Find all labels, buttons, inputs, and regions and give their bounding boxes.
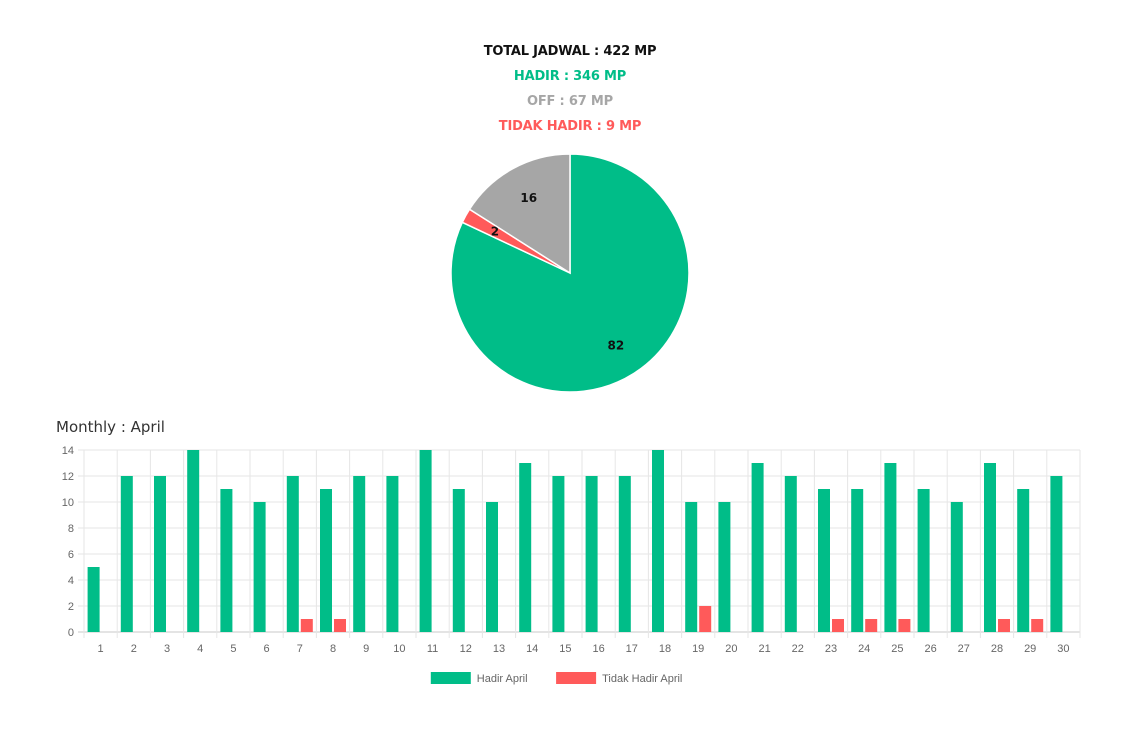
bar-hadir-7[interactable] — [286, 476, 299, 632]
bar-hadir-12[interactable] — [452, 489, 465, 632]
y-tick-label: 2 — [68, 601, 74, 613]
pie-slice-off[interactable] — [468, 153, 571, 275]
x-tick-label: 16 — [592, 643, 604, 655]
bar-hadir-28[interactable] — [984, 463, 996, 632]
bar-hadir-5[interactable] — [220, 489, 233, 632]
x-tick-label: 29 — [1024, 643, 1036, 655]
x-tick-label: 25 — [891, 643, 903, 655]
y-tick-label: 0 — [68, 627, 74, 639]
bar-hadir-1[interactable] — [87, 567, 100, 632]
bar-hadir-20[interactable] — [718, 502, 731, 632]
x-tick-label: 26 — [924, 643, 936, 655]
summary-off: OFF : 67 MP — [527, 94, 613, 109]
bar-hadir-26[interactable] — [917, 489, 930, 632]
bar-tidak-hadir-25[interactable] — [898, 619, 911, 632]
x-tick-label: 30 — [1057, 643, 1069, 655]
bar-tidak-hadir-23[interactable] — [832, 619, 844, 632]
bar-tidak-hadir-8[interactable] — [334, 619, 346, 632]
monthly-title: Monthly : April — [56, 418, 165, 436]
x-tick-label: 21 — [758, 643, 770, 655]
bar-hadir-27[interactable] — [950, 502, 963, 632]
pie-label-hadir: 82 — [608, 338, 625, 352]
x-tick-label: 28 — [991, 643, 1003, 655]
x-tick-label: 17 — [626, 643, 638, 655]
x-tick-label: 5 — [230, 643, 236, 655]
x-tick-label: 1 — [98, 643, 104, 655]
y-tick-label: 6 — [68, 549, 74, 561]
bar-hadir-24[interactable] — [851, 489, 864, 632]
bar-hadir-8[interactable] — [320, 489, 332, 632]
x-tick-label: 3 — [164, 643, 170, 655]
bar-hadir-19[interactable] — [685, 502, 698, 632]
bar-hadir-16[interactable] — [585, 476, 598, 632]
x-tick-label: 10 — [393, 643, 405, 655]
bar-tidak-hadir-7[interactable] — [300, 619, 313, 632]
x-tick-label: 18 — [659, 643, 671, 655]
bar-hadir-25[interactable] — [884, 463, 897, 632]
x-tick-label: 19 — [692, 643, 704, 655]
pie-svg: 82 2 16 — [450, 153, 690, 393]
x-tick-label: 4 — [197, 643, 203, 655]
x-tick-label: 20 — [725, 643, 737, 655]
x-tick-label: 27 — [958, 643, 970, 655]
x-tick-label: 12 — [460, 643, 472, 655]
x-tick-label: 22 — [792, 643, 804, 655]
x-tick-label: 13 — [493, 643, 505, 655]
x-tick-label: 11 — [427, 643, 438, 655]
y-tick-label: 12 — [62, 471, 74, 483]
bar-hadir-22[interactable] — [784, 476, 797, 632]
bar-hadir-11[interactable] — [419, 450, 432, 632]
bar-hadir-14[interactable] — [519, 463, 532, 632]
bar-tidak-hadir-29[interactable] — [1031, 619, 1044, 632]
x-tick-label: 15 — [559, 643, 571, 655]
legend-label-hadir-april[interactable]: Hadir April — [477, 673, 528, 685]
pie-label-tidak-hadir: 2 — [491, 225, 499, 239]
bar-hadir-17[interactable] — [618, 476, 631, 632]
summary-total: TOTAL JADWAL : 422 MP — [483, 44, 657, 59]
bar-hadir-18[interactable] — [652, 450, 664, 632]
attendance-pie-chart: 82 2 16 — [440, 145, 700, 405]
legend-swatch-hadir-april[interactable] — [430, 672, 471, 684]
bar-hadir-10[interactable] — [386, 476, 399, 632]
bar-hadir-9[interactable] — [353, 476, 366, 632]
y-tick-label: 8 — [68, 523, 74, 535]
summary-hadir: HADIR : 346 MP — [513, 69, 627, 84]
x-tick-label: 9 — [363, 643, 369, 655]
x-tick-label: 24 — [858, 643, 870, 655]
pie-label-off: 16 — [520, 191, 537, 205]
bar-hadir-29[interactable] — [1017, 489, 1030, 632]
x-tick-label: 2 — [131, 643, 137, 655]
y-tick-label: 14 — [62, 445, 74, 457]
y-tick-label: 4 — [68, 575, 74, 587]
bar-hadir-15[interactable] — [552, 476, 565, 632]
monthly-bar-chart: 0 2 4 6 8 10 12 14 1 2 3 4 5 6 7 8 9 10 11 12 13 14 15 16 17 18 19… — [0, 440, 1140, 700]
pie-slice-hadir[interactable] — [450, 153, 690, 393]
bar-hadir-2[interactable] — [120, 476, 133, 632]
bar-hadir-23[interactable] — [818, 489, 830, 632]
bar-hadir-4[interactable] — [187, 450, 200, 632]
bar-hadir-21[interactable] — [751, 463, 764, 632]
bar-hadir-13[interactable] — [486, 502, 498, 632]
bar-hadir-3[interactable] — [154, 476, 166, 632]
bar-hadir-6[interactable] — [253, 502, 266, 632]
bar-tidak-hadir-19[interactable] — [699, 606, 712, 632]
x-tick-label: 6 — [264, 643, 270, 655]
x-tick-label: 23 — [825, 643, 837, 655]
bar-tidak-hadir-24[interactable] — [865, 619, 878, 632]
bar-hadir-30[interactable] — [1050, 476, 1063, 632]
legend-swatch-tidak-hadir-april[interactable] — [556, 672, 597, 684]
x-tick-label: 14 — [526, 643, 538, 655]
y-tick-label: 10 — [62, 497, 74, 509]
summary-tidak-hadir: TIDAK HADIR : 9 MP — [498, 119, 642, 134]
legend-label-tidak-hadir-april[interactable]: Tidak Hadir April — [602, 673, 682, 685]
bar-tidak-hadir-28[interactable] — [998, 619, 1010, 632]
x-tick-label: 7 — [297, 643, 303, 655]
x-tick-label: 8 — [330, 643, 336, 655]
